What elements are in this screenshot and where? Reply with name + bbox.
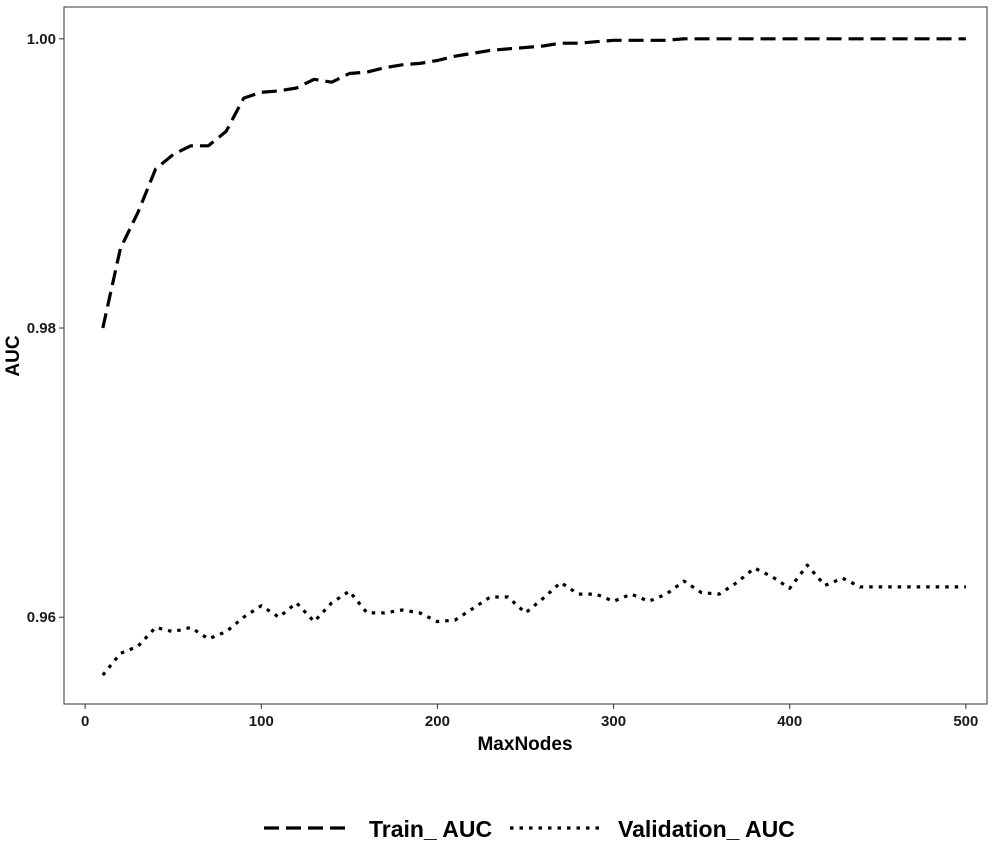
x-tick-label: 500: [953, 713, 978, 730]
x-tick-label: 0: [81, 713, 89, 730]
x-tick-label: 400: [777, 713, 802, 730]
series-line-validation-auc: [101, 563, 966, 677]
x-axis: 0 100 200 300 400 500: [81, 704, 978, 730]
y-axis: 0.96 0.98 1.00: [27, 31, 64, 626]
plot-panel: [63, 6, 988, 705]
legend: Train_ AUC Validation_ AUC: [264, 816, 795, 842]
x-tick-label: 100: [249, 713, 274, 730]
legend-label-validation-auc: Validation_ AUC: [618, 816, 795, 842]
x-tick-label: 200: [425, 713, 450, 730]
x-tick-label: 300: [601, 713, 626, 730]
y-axis-title: AUC: [3, 335, 24, 376]
y-tick-label: 1.00: [27, 31, 56, 48]
legend-label-train-auc: Train_ AUC: [369, 816, 492, 842]
y-tick-label: 0.98: [27, 320, 56, 337]
y-tick-label: 0.96: [27, 609, 56, 626]
series-line-train-auc: [101, 37, 966, 329]
x-axis-title: MaxNodes: [477, 734, 572, 755]
series-lines: [101, 37, 966, 677]
